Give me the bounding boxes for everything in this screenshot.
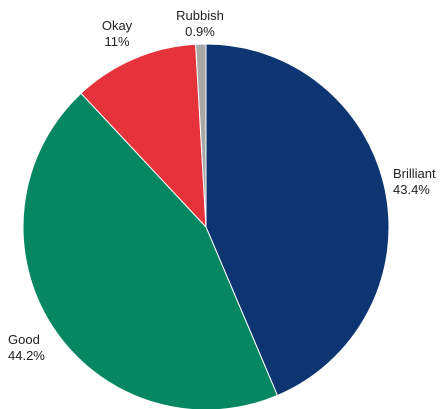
pie-slice-okay	[80, 43, 207, 229]
label-brilliant: Brilliant 43.4%	[393, 166, 436, 198]
label-rubbish-name: Rubbish	[176, 8, 224, 23]
label-good-name: Good	[8, 332, 40, 347]
pie-slice-rubbish	[195, 43, 207, 228]
label-okay-name: Okay	[101, 18, 133, 33]
label-okay-value: 11%	[104, 34, 130, 49]
label-rubbish: Rubbish 0.9%	[168, 8, 232, 40]
pie-slice-brilliant	[205, 43, 390, 397]
label-good: Good 44.2%	[8, 332, 45, 364]
label-okay: Okay 11%	[95, 18, 139, 50]
pie-slice-good	[22, 92, 279, 409]
label-brilliant-value: 43.4%	[393, 182, 430, 197]
label-rubbish-value: 0.9%	[185, 24, 215, 39]
label-good-value: 44.2%	[8, 348, 45, 363]
label-brilliant-name: Brilliant	[393, 166, 436, 181]
